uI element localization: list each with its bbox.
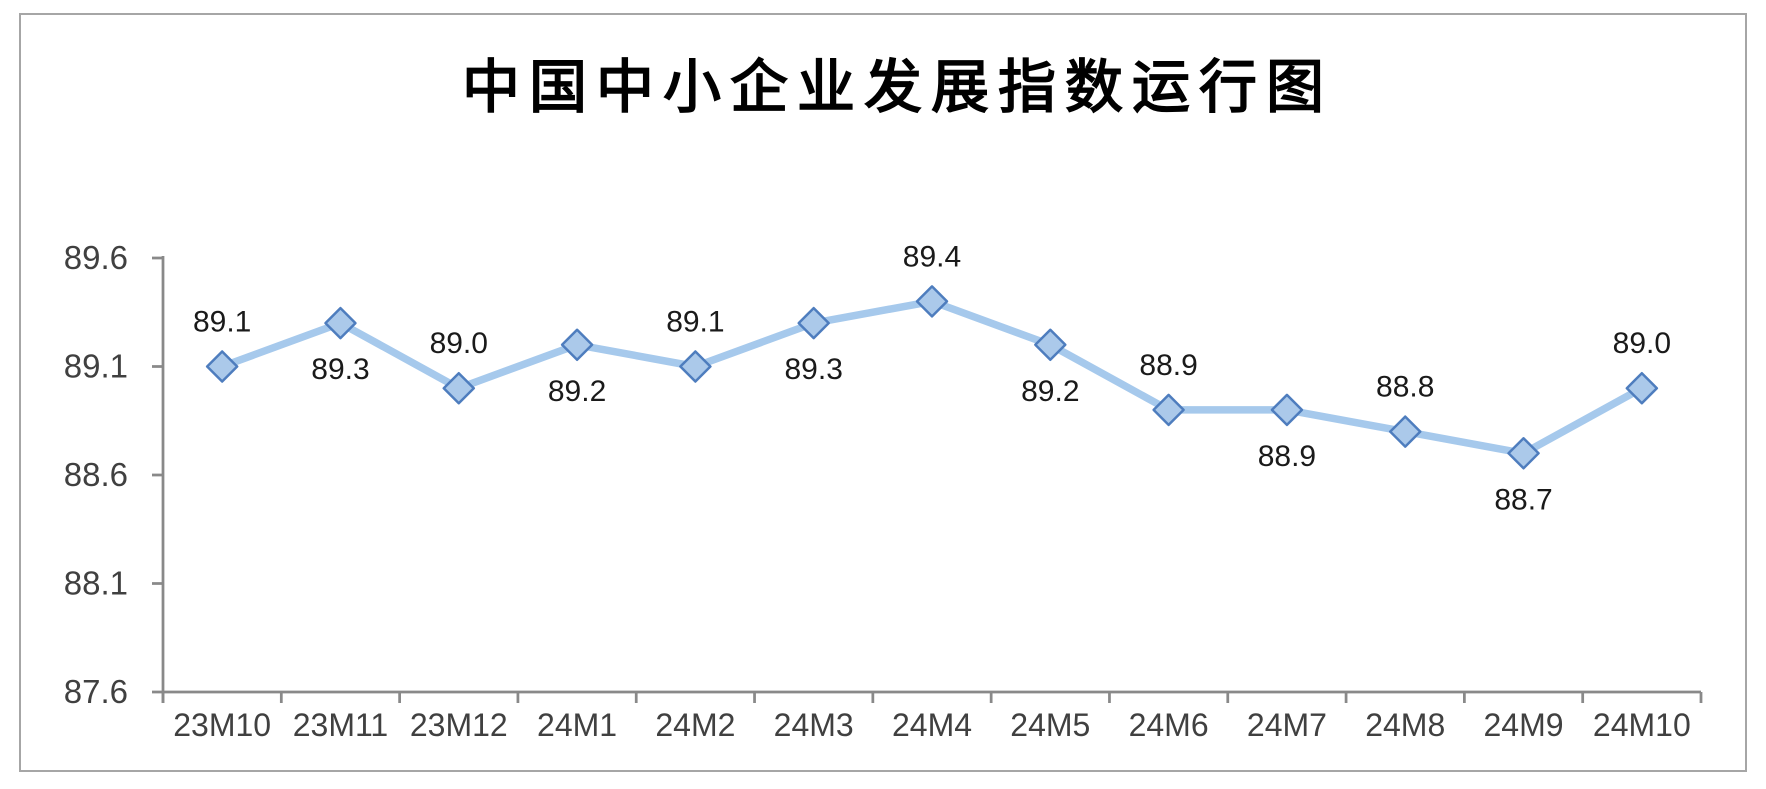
x-tick-label: 24M7 <box>1247 707 1327 743</box>
x-tick-label: 23M10 <box>173 707 271 743</box>
y-tick-label: 89.6 <box>64 239 128 276</box>
data-label: 88.7 <box>1494 483 1552 516</box>
x-tick-label: 23M12 <box>410 707 508 743</box>
data-point-marker <box>1388 415 1422 448</box>
data-point-marker <box>205 350 239 383</box>
x-tick-label: 24M1 <box>537 707 617 743</box>
data-label: 88.8 <box>1376 371 1434 404</box>
y-axis-tick-labels: 89.6 89.1 88.6 88.1 87.6 <box>64 239 128 710</box>
x-tick-label: 24M2 <box>655 707 735 743</box>
y-tick-label: 87.6 <box>64 673 128 710</box>
data-label: 89.1 <box>666 306 724 339</box>
axes <box>152 256 1703 703</box>
data-label: 89.0 <box>1613 327 1671 360</box>
chart-title: 中国中小企业发展指数运行图 <box>461 55 1333 120</box>
data-point-marker <box>1270 393 1304 427</box>
data-point-marker <box>442 371 476 405</box>
data-point-marker <box>1034 328 1067 362</box>
data-point-marker <box>324 306 357 340</box>
data-label: 89.2 <box>548 375 606 408</box>
data-label: 89.1 <box>193 306 251 339</box>
x-tick-label: 24M10 <box>1593 707 1691 743</box>
data-point-marker <box>797 306 830 340</box>
series-markers <box>205 285 1659 470</box>
data-label: 89.3 <box>784 353 842 386</box>
chart-frame <box>19 13 1747 772</box>
data-point-marker <box>1507 437 1540 470</box>
data-label: 89.3 <box>311 353 369 386</box>
data-point-marker <box>560 328 594 362</box>
data-point-marker <box>1152 393 1185 427</box>
x-tick-label: 24M6 <box>1129 707 1209 743</box>
y-tick-label: 88.6 <box>64 456 128 493</box>
data-label: 89.2 <box>1021 375 1079 408</box>
x-tick-label: 24M5 <box>1010 707 1090 743</box>
data-label: 88.9 <box>1258 440 1316 473</box>
data-point-marker <box>679 350 712 383</box>
x-tick-label: 23M11 <box>293 707 388 743</box>
data-label: 89.0 <box>430 327 488 360</box>
data-label: 89.4 <box>903 240 961 273</box>
x-tick-label: 24M8 <box>1365 707 1445 743</box>
x-axis-tick-labels: 23M10 23M11 23M12 24M1 24M2 24M3 24M4 24M5 24M6 2… <box>173 707 1691 743</box>
x-tick-label: 24M9 <box>1484 707 1564 743</box>
y-tick-label: 89.1 <box>64 348 128 385</box>
data-label: 88.9 <box>1139 349 1197 382</box>
y-tick-label: 88.1 <box>64 565 128 602</box>
data-point-marker <box>1625 371 1659 405</box>
x-tick-label: 24M4 <box>892 707 972 743</box>
data-point-marker <box>915 285 949 318</box>
x-tick-label: 24M3 <box>774 707 854 743</box>
data-labels: 89.1 89.3 89.0 89.2 89.1 89.3 89.4 89.2 88.9 88.9… <box>193 240 1671 516</box>
